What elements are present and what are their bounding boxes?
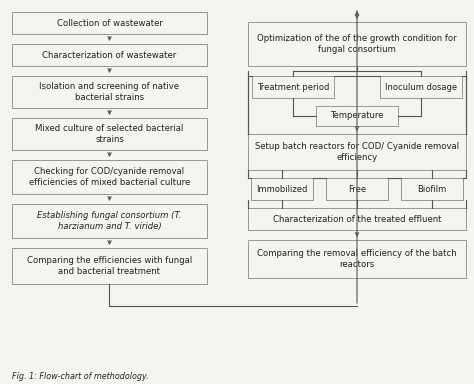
Text: Characterization of the treated effluent: Characterization of the treated effluent [273, 215, 441, 223]
Text: Setup batch reactors for COD/ Cyanide removal
efficiency: Setup batch reactors for COD/ Cyanide re… [255, 142, 459, 162]
Text: Biofilm: Biofilm [418, 184, 447, 194]
Bar [12, 204, 207, 238]
Bar [12, 12, 207, 34]
Text: Mixed culture of selected bacterial
strains: Mixed culture of selected bacterial stra… [35, 124, 184, 144]
Text: Inoculum dosage: Inoculum dosage [385, 83, 457, 91]
Bar [252, 76, 334, 98]
Text: Temperature: Temperature [330, 111, 384, 121]
Text: Characterization of wastewater: Characterization of wastewater [42, 51, 177, 60]
Text: Checking for COD/cyanide removal
efficiencies of mixed bacterial culture: Checking for COD/cyanide removal efficie… [29, 167, 190, 187]
Text: Immobilized: Immobilized [256, 184, 308, 194]
Bar [12, 76, 207, 108]
Bar [248, 240, 466, 278]
Bar [248, 22, 466, 66]
Bar [401, 178, 463, 200]
Bar [12, 118, 207, 150]
Bar [248, 208, 466, 230]
Bar [380, 76, 462, 98]
Text: Comparing the efficiencies with fungal
and bacterial treatment: Comparing the efficiencies with fungal a… [27, 256, 192, 276]
Text: Comparing the removal efficiency of the batch
reactors: Comparing the removal efficiency of the … [257, 249, 457, 269]
Text: Optimization of the of the growth condition for
fungal consortium: Optimization of the of the growth condit… [257, 34, 457, 54]
Bar [251, 178, 313, 200]
Text: Treatment period: Treatment period [257, 83, 329, 91]
Bar [316, 106, 398, 126]
Bar [326, 178, 388, 200]
Text: Fig. 1: Flow-chart of methodology.: Fig. 1: Flow-chart of methodology. [12, 372, 149, 381]
Bar [248, 134, 466, 170]
Bar [12, 248, 207, 284]
Text: Collection of wastewater: Collection of wastewater [56, 18, 163, 28]
Text: Establishing fungal consortium (T.
harzianum and T. viride): Establishing fungal consortium (T. harzi… [37, 211, 182, 231]
Bar [12, 160, 207, 194]
Bar [12, 44, 207, 66]
Text: Isolation and screening of native
bacterial strains: Isolation and screening of native bacter… [39, 82, 180, 102]
Text: Free: Free [348, 184, 366, 194]
